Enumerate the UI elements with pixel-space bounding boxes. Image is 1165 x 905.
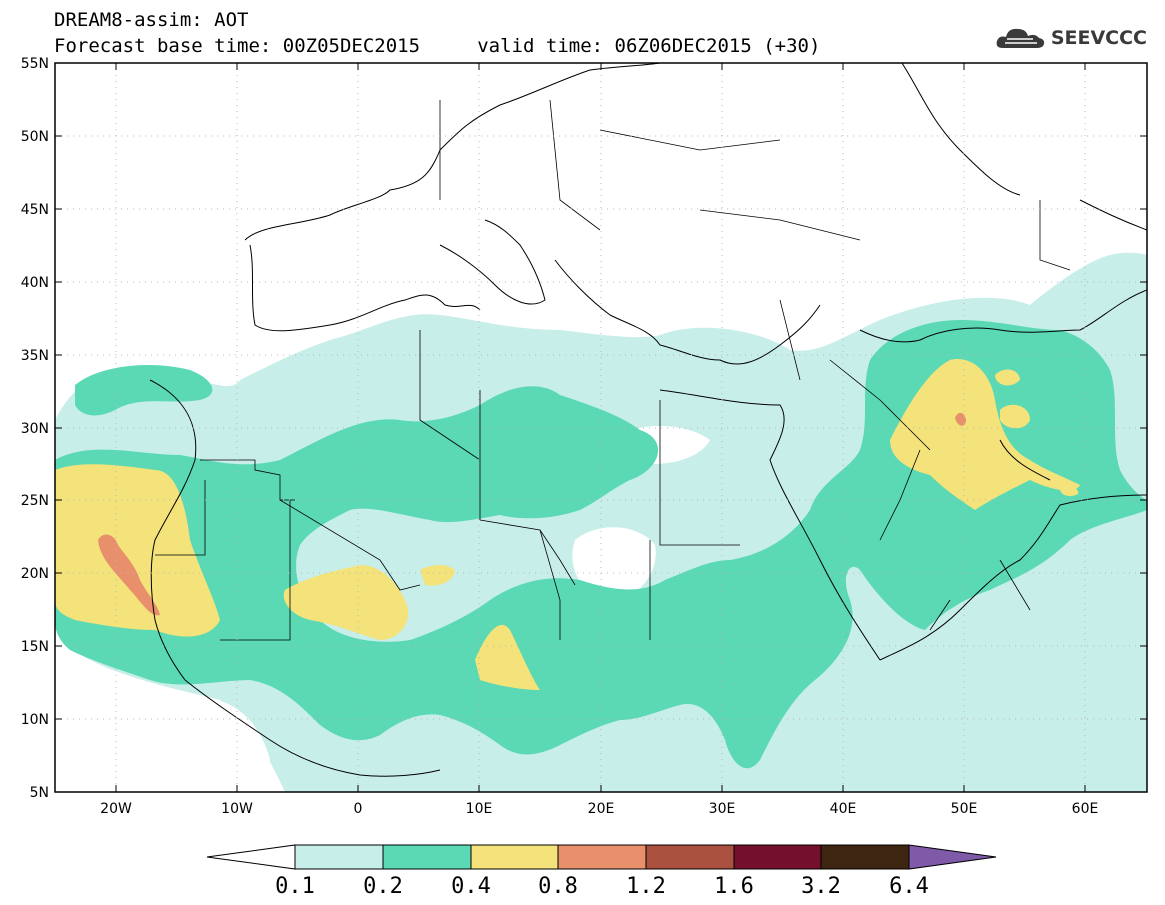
lon-label: 10E bbox=[466, 801, 493, 817]
lat-labels: 55N 50N 45N 40N 35N 30N 25N 20N 15N 10N … bbox=[21, 56, 49, 801]
lon-label: 20W bbox=[100, 801, 132, 817]
lat-ticks bbox=[55, 62, 1147, 793]
colorbar-high-arrow bbox=[908, 844, 997, 870]
colorbar-swatch bbox=[557, 844, 647, 870]
forecast-time-line: Forecast base time: 00Z05DEC2015 valid t… bbox=[54, 35, 821, 57]
colorbar-swatch bbox=[645, 844, 735, 870]
aot-0.4-band bbox=[55, 359, 1080, 690]
lat-label: 20N bbox=[21, 566, 49, 582]
colorbar: 0.1 0.2 0.4 0.8 1.2 1.6 3.2 6.4 bbox=[206, 844, 997, 899]
lon-label: 10W bbox=[221, 801, 253, 817]
lat-label: 35N bbox=[21, 348, 49, 364]
lat-label: 10N bbox=[21, 712, 49, 728]
colorbar-label: 0.1 bbox=[275, 874, 315, 899]
lon-ticks bbox=[115, 63, 1086, 792]
lat-label: 45N bbox=[21, 202, 49, 218]
colorbar-swatch bbox=[294, 844, 384, 870]
colorbar-label: 0.4 bbox=[451, 874, 491, 899]
colorbar-low-arrow bbox=[206, 844, 296, 870]
country-borders bbox=[155, 99, 1071, 641]
cloud-icon bbox=[996, 28, 1044, 48]
lat-label: 55N bbox=[21, 56, 49, 72]
logo-text: SEEVCCC bbox=[1050, 27, 1147, 49]
colorbar-label: 1.6 bbox=[714, 874, 754, 899]
coastlines bbox=[149, 63, 1147, 777]
lon-labels: 20W 10W 0 10E 20E 30E 40E 50E 60E bbox=[100, 801, 1098, 817]
lon-label: 40E bbox=[830, 801, 857, 817]
colorbar-label: 3.2 bbox=[801, 874, 841, 899]
gridlines bbox=[55, 63, 1147, 792]
map-title: DREAM8-assim: AOT bbox=[54, 9, 249, 31]
lon-label: 30E bbox=[709, 801, 736, 817]
colorbar-label: 6.4 bbox=[889, 874, 929, 899]
lat-label: 50N bbox=[21, 129, 49, 145]
lon-label: 50E bbox=[951, 801, 978, 817]
colorbar-swatch bbox=[470, 844, 559, 870]
lat-label: 25N bbox=[21, 493, 49, 509]
colorbar-swatch bbox=[733, 844, 822, 870]
colorbar-label: 1.2 bbox=[626, 874, 666, 899]
seevccc-logo: SEEVCCC bbox=[995, 24, 1147, 52]
lat-label: 40N bbox=[21, 275, 49, 291]
lon-label: 0 bbox=[354, 801, 363, 817]
colorbar-label: 0.8 bbox=[538, 874, 578, 899]
colorbar-swatch bbox=[382, 844, 472, 870]
colorbar-label: 0.2 bbox=[363, 874, 403, 899]
lat-label: 15N bbox=[21, 639, 49, 655]
aot-0.8-band bbox=[98, 412, 966, 616]
colorbar-swatch bbox=[820, 844, 910, 870]
aot-0.2-band bbox=[55, 320, 1147, 769]
aot-field bbox=[55, 252, 1147, 792]
lon-label: 20E bbox=[588, 801, 615, 817]
lat-label: 5N bbox=[30, 785, 49, 801]
lat-label: 30N bbox=[21, 421, 49, 437]
lon-label: 60E bbox=[1072, 801, 1099, 817]
